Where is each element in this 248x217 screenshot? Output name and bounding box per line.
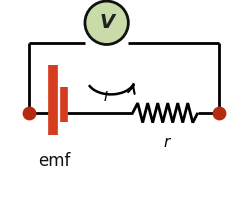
Text: r: r [163,135,169,150]
Point [27,111,31,115]
Text: I: I [103,90,108,104]
Point [217,111,221,115]
Circle shape [85,1,128,44]
Text: emf: emf [38,152,71,170]
Text: V: V [99,13,114,32]
